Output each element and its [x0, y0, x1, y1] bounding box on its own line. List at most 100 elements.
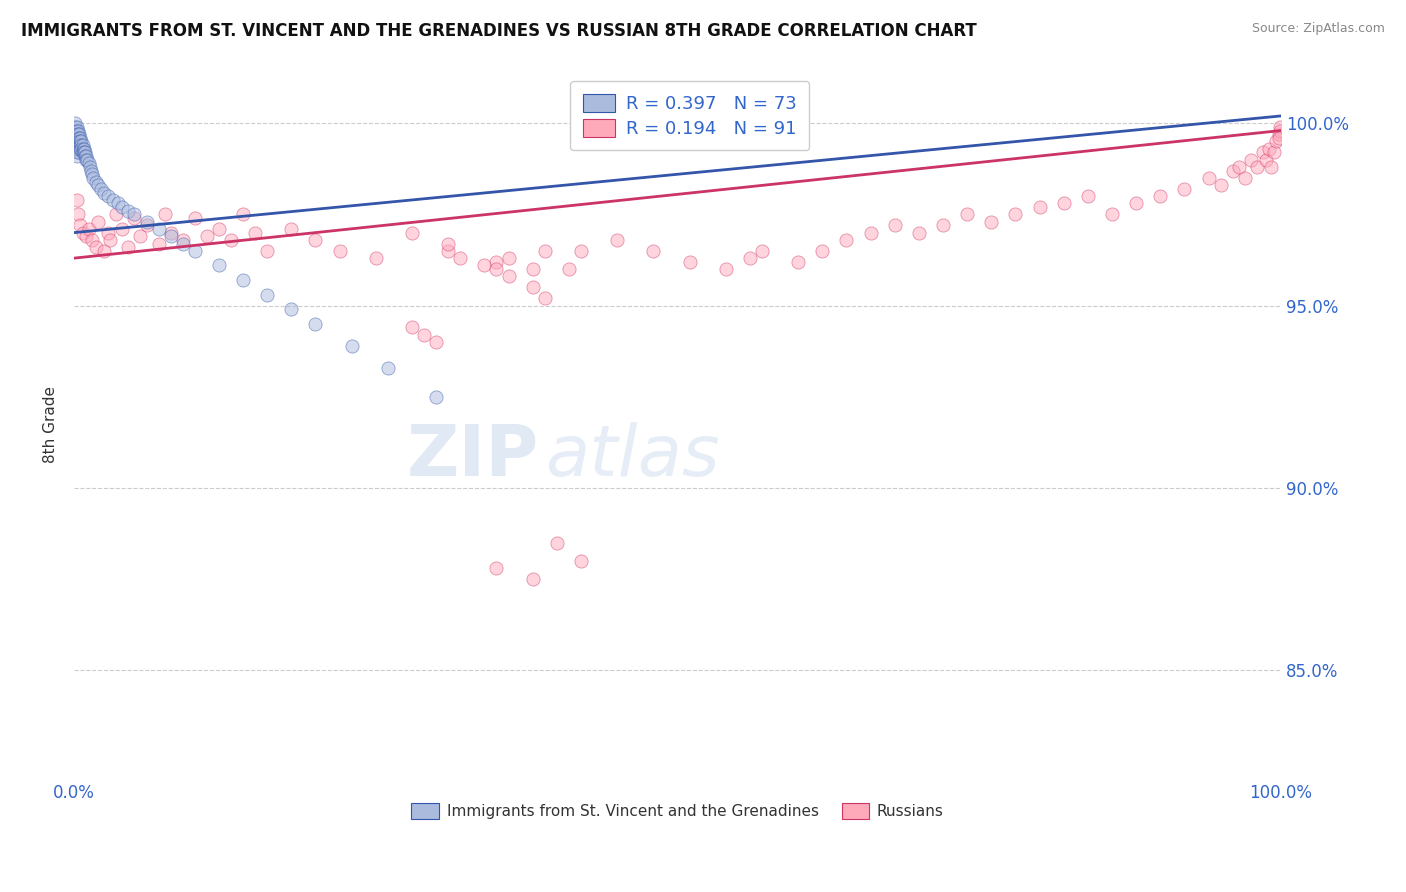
- Point: [70, 135, 93, 149]
- Point: [751, 244, 773, 258]
- Point: [82, 170, 104, 185]
- Point: [87, 215, 110, 229]
- Point: [425, 390, 447, 404]
- Point: [65, 138, 87, 153]
- Point: [72, 138, 94, 153]
- Point: [124, 211, 146, 225]
- Point: [1053, 196, 1076, 211]
- Point: [522, 280, 544, 294]
- Point: [105, 207, 128, 221]
- Point: [70, 142, 93, 156]
- Point: [159, 226, 181, 240]
- Point: [243, 226, 266, 240]
- Point: [67, 127, 90, 141]
- Point: [65, 120, 87, 134]
- Y-axis label: 8th Grade: 8th Grade: [44, 385, 58, 463]
- Point: [65, 127, 87, 141]
- Point: [1256, 153, 1278, 167]
- Point: [73, 145, 96, 160]
- Point: [498, 251, 520, 265]
- Text: IMMIGRANTS FROM ST. VINCENT AND THE GRENADINES VS RUSSIAN 8TH GRADE CORRELATION : IMMIGRANTS FROM ST. VINCENT AND THE GREN…: [21, 22, 977, 40]
- Point: [73, 149, 96, 163]
- Point: [522, 572, 544, 586]
- Point: [908, 226, 931, 240]
- Point: [97, 189, 120, 203]
- Point: [73, 142, 96, 156]
- Point: [377, 360, 399, 375]
- Text: ZIP: ZIP: [406, 422, 538, 491]
- Point: [184, 211, 207, 225]
- Point: [606, 233, 628, 247]
- Point: [65, 116, 87, 130]
- Point: [66, 123, 89, 137]
- Point: [67, 135, 90, 149]
- Point: [72, 226, 94, 240]
- Point: [1198, 170, 1220, 185]
- Point: [98, 233, 121, 247]
- Point: [1209, 178, 1232, 193]
- Point: [1004, 207, 1026, 221]
- Point: [1260, 160, 1282, 174]
- Point: [65, 123, 87, 137]
- Point: [75, 153, 97, 167]
- Point: [70, 138, 93, 153]
- Point: [208, 222, 231, 236]
- Point: [111, 200, 134, 214]
- Point: [80, 163, 103, 178]
- Point: [232, 273, 254, 287]
- Point: [101, 193, 124, 207]
- Text: atlas: atlas: [544, 422, 720, 491]
- Point: [73, 145, 96, 160]
- Point: [1251, 145, 1274, 160]
- Text: Source: ZipAtlas.com: Source: ZipAtlas.com: [1251, 22, 1385, 36]
- Point: [859, 226, 882, 240]
- Point: [1240, 153, 1263, 167]
- Point: [117, 240, 139, 254]
- Point: [135, 219, 157, 233]
- Point: [485, 262, 508, 277]
- Point: [195, 229, 218, 244]
- Point: [232, 207, 254, 221]
- Point: [159, 229, 181, 244]
- Point: [66, 145, 89, 160]
- Point: [148, 236, 170, 251]
- Point: [449, 251, 471, 265]
- Point: [329, 244, 352, 258]
- Point: [304, 317, 326, 331]
- Point: [93, 186, 115, 200]
- Point: [69, 142, 91, 156]
- Point: [72, 145, 94, 160]
- Point: [678, 254, 700, 268]
- Point: [437, 244, 460, 258]
- Point: [256, 244, 278, 258]
- Point: [569, 244, 592, 258]
- Point: [932, 219, 955, 233]
- Point: [69, 138, 91, 153]
- Point: [172, 233, 194, 247]
- Point: [304, 233, 326, 247]
- Point: [1257, 142, 1279, 156]
- Point: [364, 251, 387, 265]
- Point: [65, 135, 87, 149]
- Point: [533, 244, 555, 258]
- Point: [558, 262, 581, 277]
- Point: [280, 222, 302, 236]
- Point: [65, 193, 87, 207]
- Point: [97, 226, 120, 240]
- Point: [124, 207, 146, 221]
- Point: [77, 156, 100, 170]
- Point: [87, 178, 110, 193]
- Point: [569, 554, 592, 568]
- Point: [1028, 200, 1050, 214]
- Point: [69, 130, 91, 145]
- Point: [76, 153, 98, 167]
- Point: [522, 262, 544, 277]
- Point: [65, 142, 87, 156]
- Point: [1101, 207, 1123, 221]
- Point: [1125, 196, 1147, 211]
- Point: [65, 142, 87, 156]
- Point: [413, 327, 436, 342]
- Point: [111, 222, 134, 236]
- Point: [107, 196, 129, 211]
- Point: [643, 244, 665, 258]
